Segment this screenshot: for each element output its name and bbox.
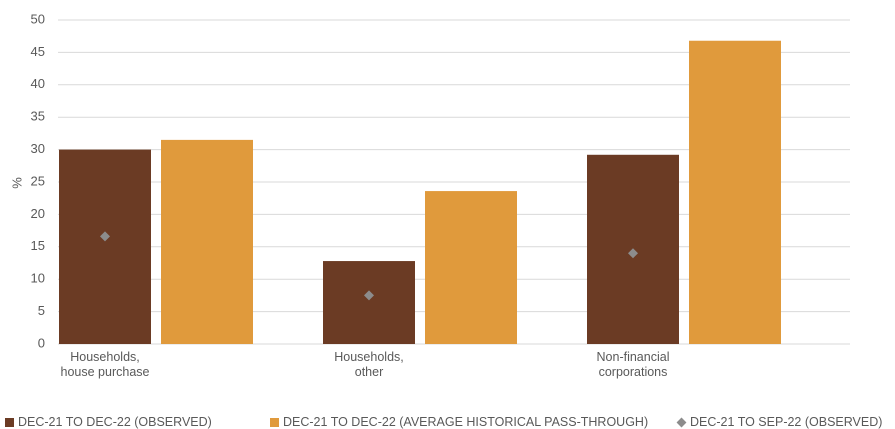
legend-label: DEC-21 TO SEP-22 (OBSERVED)	[690, 415, 883, 429]
legend-item: DEC-21 TO SEP-22 (OBSERVED)	[676, 415, 883, 429]
legend-item: DEC-21 TO DEC-22 (OBSERVED)	[5, 415, 212, 429]
legend-label: DEC-21 TO DEC-22 (AVERAGE HISTORICAL PAS…	[283, 415, 649, 429]
y-axis-label: %	[9, 177, 24, 189]
y-tick-label: 35	[31, 109, 45, 124]
diamond-marker	[364, 290, 374, 301]
diamond-marker	[100, 231, 110, 242]
legend-label: DEC-21 TO DEC-22 (OBSERVED)	[18, 415, 212, 429]
y-tick-label: 15	[31, 238, 45, 253]
legend-swatch	[270, 417, 279, 427]
y-tick-label: 10	[31, 271, 45, 286]
x-tick-label: Households, house purchase	[60, 350, 150, 379]
y-tick-label: 20	[31, 206, 45, 221]
y-tick-label: 45	[31, 44, 45, 59]
diamond-marker	[628, 248, 638, 259]
bar	[161, 139, 253, 344]
y-tick-label: 25	[31, 173, 45, 188]
y-tick-label: 0	[38, 335, 45, 350]
legend-swatch	[676, 417, 687, 427]
y-tick-label: 50	[31, 11, 45, 26]
bar	[323, 261, 415, 344]
y-tick-label: 5	[38, 303, 45, 318]
bar	[59, 149, 151, 344]
bar	[425, 191, 517, 344]
x-tick-label: Households, other	[334, 350, 404, 379]
legend-item: DEC-21 TO DEC-22 (AVERAGE HISTORICAL PAS…	[270, 415, 648, 429]
y-tick-label: 30	[31, 141, 45, 156]
x-tick-label: Non-financial corporations	[596, 350, 670, 379]
bar	[689, 40, 781, 345]
legend-swatch	[5, 417, 14, 427]
y-tick-label: 40	[31, 76, 45, 91]
